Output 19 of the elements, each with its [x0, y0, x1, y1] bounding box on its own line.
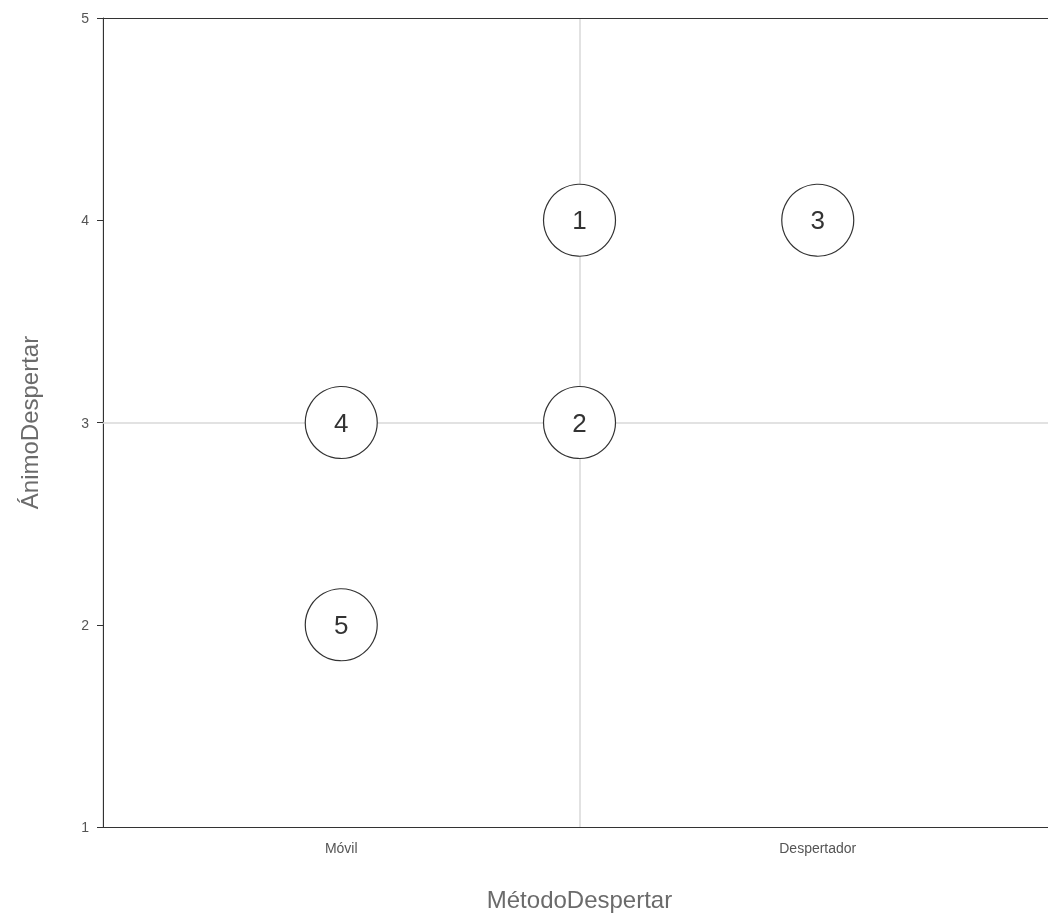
y-tick-label: 3 [81, 414, 90, 431]
x-axis-title: MétodoDespertar [486, 885, 673, 913]
x-tick-label: Despertador [779, 840, 857, 856]
series-label: 3 [810, 205, 825, 236]
point [304, 385, 378, 460]
point [781, 183, 855, 257]
point [542, 183, 617, 257]
x-tick-label: Móvil [324, 840, 358, 856]
point [542, 385, 617, 460]
y-tick-label: 4 [81, 212, 90, 229]
series-label: 5 [334, 609, 349, 640]
y-axis-title: ÁnimoDespertar [15, 335, 43, 510]
series-label: 1 [572, 205, 587, 236]
y-tick-label: 5 [81, 10, 90, 26]
y-tick-label: 1 [81, 819, 90, 835]
series-label: 2 [572, 407, 587, 438]
y-tick-label: 2 [81, 616, 90, 633]
point [304, 588, 378, 662]
series-label: 4 [334, 407, 349, 438]
